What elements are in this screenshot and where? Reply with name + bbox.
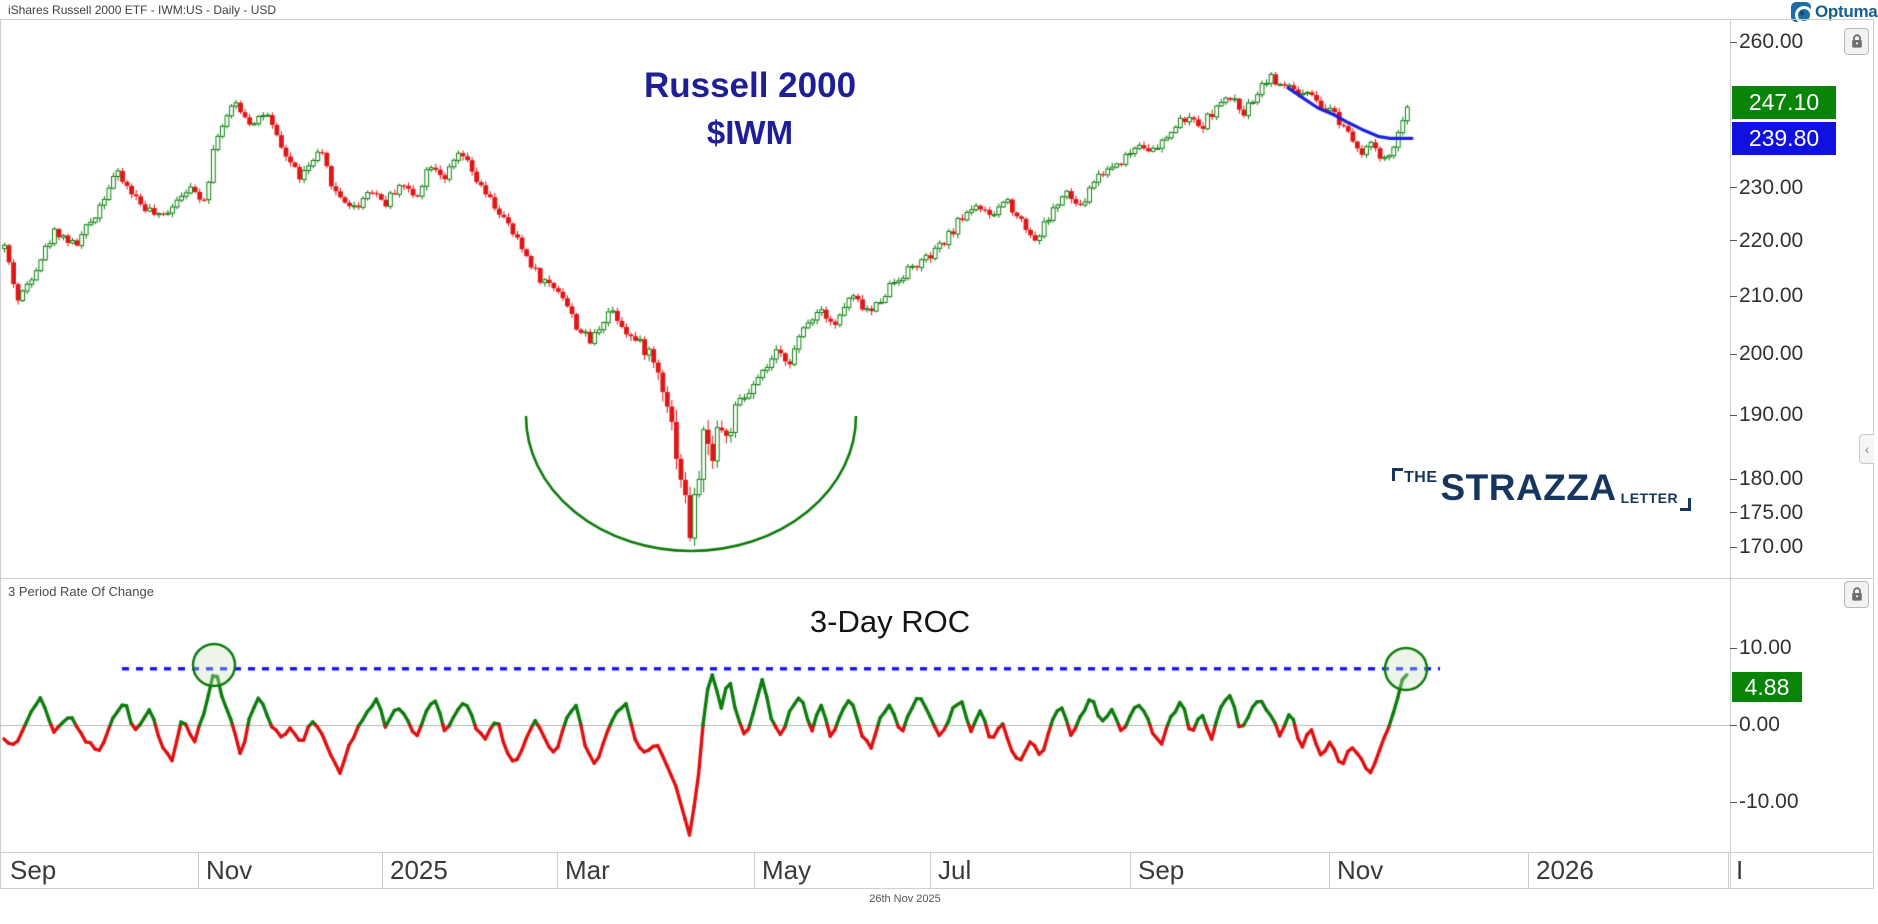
date-axis-label: May bbox=[762, 855, 812, 885]
axis-tick-label: 180.00 bbox=[1739, 467, 1804, 491]
axis-tick-label: 170.00 bbox=[1739, 535, 1804, 559]
axis-tick-label: 210.00 bbox=[1739, 284, 1804, 308]
axis-tick bbox=[1730, 801, 1737, 803]
roc-panel-lock-button[interactable] bbox=[1844, 581, 1869, 608]
axis-tick-label: 220.00 bbox=[1739, 228, 1804, 252]
roc-indicator-name: 3 Period Rate Of Change bbox=[8, 584, 154, 599]
trendline-price-label: 239.80 bbox=[1732, 121, 1836, 155]
date-axis-section-divider bbox=[1329, 852, 1330, 888]
axis-tick-label: 0.00 bbox=[1739, 713, 1780, 736]
xaxis-bottom-border bbox=[0, 888, 1874, 889]
date-axis-section-divider bbox=[1528, 852, 1529, 888]
price-chart-canvas[interactable] bbox=[0, 19, 1730, 578]
xaxis-top-border bbox=[0, 852, 1874, 853]
date-axis-label: Nov bbox=[1337, 855, 1384, 885]
date-axis-section-divider bbox=[930, 852, 931, 888]
date-axis-label: Jul bbox=[938, 855, 972, 885]
date-axis-section-divider bbox=[754, 852, 755, 888]
date-axis-label: Mar bbox=[565, 855, 610, 885]
date-axis-label: I bbox=[1736, 855, 1744, 885]
axis-tick-label: 200.00 bbox=[1739, 342, 1804, 366]
collapse-panel-button[interactable]: ‹ bbox=[1859, 434, 1874, 464]
date-axis-section-divider bbox=[198, 852, 199, 888]
axis-tick bbox=[1730, 414, 1737, 416]
axis-tick bbox=[1730, 546, 1737, 548]
optuma-logo-text: Optuma bbox=[1815, 2, 1878, 21]
lock-icon bbox=[1851, 34, 1862, 48]
axis-tick-label: 10.00 bbox=[1739, 636, 1792, 659]
last-price-label: 247.10 bbox=[1732, 86, 1836, 120]
lock-icon bbox=[1851, 587, 1862, 601]
axis-tick-label: 175.00 bbox=[1739, 500, 1804, 524]
axis-tick-label: -10.00 bbox=[1739, 790, 1799, 813]
optuma-logo-icon bbox=[1791, 2, 1813, 24]
date-axis-label: Sep bbox=[10, 855, 57, 885]
axis-tick bbox=[1730, 240, 1737, 242]
axis-tick-label: 230.00 bbox=[1739, 175, 1804, 199]
date-axis-section-divider bbox=[1130, 852, 1131, 888]
date-axis-label: 2025 bbox=[390, 855, 448, 885]
footer-date: 26th Nov 2025 bbox=[869, 893, 941, 905]
chart-header-title: iShares Russell 2000 ETF - IWM:US - Dail… bbox=[8, 3, 277, 17]
date-axis-section-divider bbox=[557, 852, 558, 888]
axis-tick bbox=[1730, 512, 1737, 514]
date-axis-section-divider bbox=[1728, 852, 1729, 888]
date-axis-label: Nov bbox=[206, 855, 253, 885]
axis-tick bbox=[1730, 41, 1737, 43]
date-axis-section-divider bbox=[382, 852, 383, 888]
axis-tick-label: 260.00 bbox=[1739, 30, 1804, 54]
date-axis-label: 2026 bbox=[1536, 855, 1594, 885]
roc-chart-canvas[interactable] bbox=[0, 578, 1730, 852]
axis-tick bbox=[1730, 295, 1737, 297]
axis-tick bbox=[1730, 187, 1737, 189]
date-axis-label: Sep bbox=[1138, 855, 1185, 885]
axis-tick bbox=[1730, 647, 1737, 649]
axis-tick bbox=[1730, 478, 1737, 480]
price-axis-divider[interactable] bbox=[1730, 19, 1731, 888]
axis-tick bbox=[1730, 724, 1737, 726]
axis-tick-label: 190.00 bbox=[1739, 403, 1804, 427]
chevron-left-icon: ‹ bbox=[1864, 441, 1870, 457]
date-axis[interactable]: Sep Nov 2025 Mar May Jul Sep Nov 2026 I bbox=[0, 852, 1874, 888]
axis-tick bbox=[1730, 353, 1737, 355]
roc-value-label: 4.88 bbox=[1732, 672, 1802, 703]
price-panel-lock-button[interactable] bbox=[1844, 28, 1869, 55]
